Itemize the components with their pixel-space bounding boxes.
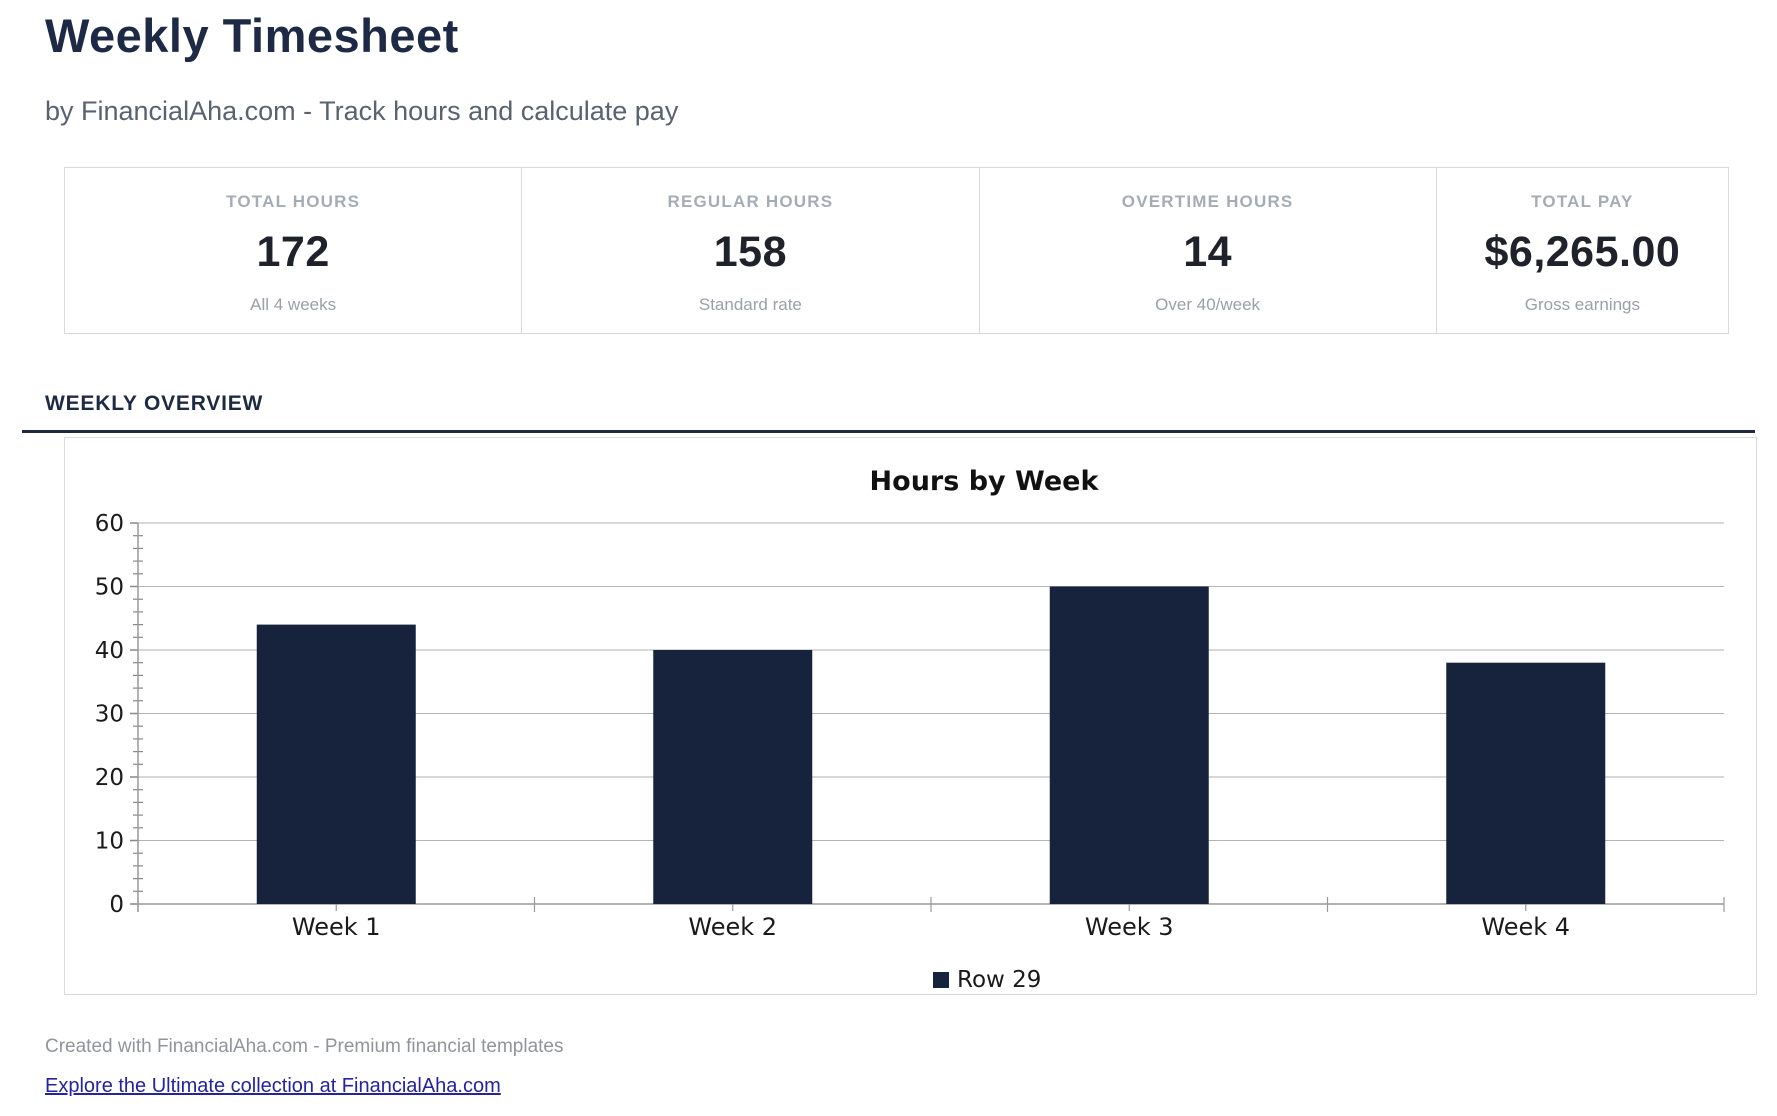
stat-label: TOTAL HOURS	[226, 192, 361, 211]
stat-card-total-pay: TOTAL PAY $6,265.00 Gross earnings	[1437, 168, 1728, 333]
footer-explore-link[interactable]: Explore the Ultimate collection at Finan…	[45, 1075, 501, 1097]
y-axis-label-20: 20	[95, 765, 124, 791]
stat-label: TOTAL PAY	[1531, 192, 1634, 211]
page-subtitle: by FinancialAha.com - Track hours and ca…	[45, 96, 679, 126]
section-heading-weekly-overview: WEEKLY OVERVIEW	[45, 392, 264, 415]
legend-label: Row 29	[957, 967, 1041, 993]
stat-value: 172	[256, 228, 330, 276]
y-axis-label-30: 30	[95, 702, 124, 728]
footer-credit-text: Created with FinancialAha.com - Premium …	[45, 1036, 564, 1057]
stat-subtext: Gross earnings	[1524, 295, 1641, 314]
stat-card-overtime-hours: OVERTIME HOURS 14 Over 40/week	[980, 168, 1437, 333]
stat-card-regular-hours: REGULAR HOURS 158 Standard rate	[522, 168, 980, 333]
stat-subtext: All 4 weeks	[250, 295, 337, 314]
y-axis-label-40: 40	[95, 638, 124, 664]
stat-subtext: Over 40/week	[1155, 295, 1261, 314]
bar-week-4	[1446, 662, 1606, 904]
legend-swatch	[933, 972, 949, 988]
bar-week-2	[653, 650, 813, 904]
y-axis-label-10: 10	[95, 829, 124, 855]
stat-value: $6,265.00	[1484, 228, 1681, 276]
stat-card-total-hours: TOTAL HOURS 172 All 4 weeks	[65, 168, 523, 333]
page-title: Weekly Timesheet	[45, 9, 459, 62]
stat-label: OVERTIME HOURS	[1121, 192, 1294, 211]
stats-summary-row: TOTAL HOURS 172 All 4 weeks REGULAR HOUR…	[64, 167, 1729, 334]
bar-week-1	[256, 624, 416, 904]
x-axis-label-4: Week 4	[1481, 913, 1570, 941]
y-axis-label-0: 0	[109, 892, 124, 918]
y-axis-label-60: 60	[95, 511, 124, 537]
hours-by-week-chart: Hours by Week 0 10 20 30 40 50 60 Week 1 Week 2 We…	[95, 466, 1725, 993]
chart-title: Hours by Week	[870, 466, 1100, 497]
stat-value: 158	[713, 228, 787, 276]
stat-value: 14	[1183, 228, 1233, 276]
x-axis-label-1: Week 1	[292, 913, 381, 941]
section-divider	[22, 430, 1755, 433]
hours-by-week-chart-panel: Hours by Week 0 10 20 30 40 50 60 Week 1 Week 2 We…	[64, 437, 1757, 995]
y-axis-label-50: 50	[95, 575, 124, 601]
bar-week-3	[1049, 586, 1209, 904]
stat-subtext: Standard rate	[698, 295, 802, 314]
stat-label: REGULAR HOURS	[667, 192, 834, 211]
x-axis-label-3: Week 3	[1085, 913, 1174, 941]
x-axis-label-2: Week 2	[688, 913, 777, 941]
